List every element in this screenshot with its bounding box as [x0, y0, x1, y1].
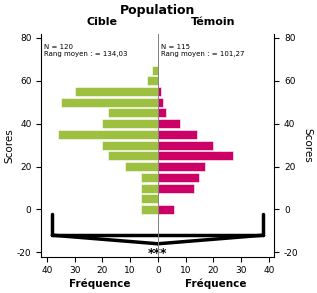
- Bar: [147, 76, 158, 85]
- Text: ***: ***: [148, 247, 168, 260]
- Bar: [102, 119, 158, 128]
- Bar: [125, 162, 158, 171]
- Bar: [158, 173, 199, 182]
- Bar: [158, 119, 180, 128]
- Bar: [74, 87, 158, 96]
- Text: Cible: Cible: [87, 17, 118, 27]
- Bar: [158, 151, 233, 160]
- Bar: [58, 130, 158, 139]
- Bar: [102, 141, 158, 150]
- Bar: [152, 66, 158, 75]
- Bar: [141, 205, 158, 214]
- Bar: [158, 183, 194, 193]
- Bar: [61, 98, 158, 107]
- Bar: [158, 108, 166, 117]
- Bar: [108, 108, 158, 117]
- Text: N = 115
Rang moyen : = 101,27: N = 115 Rang moyen : = 101,27: [161, 44, 244, 57]
- Bar: [141, 173, 158, 182]
- Bar: [158, 130, 197, 139]
- Y-axis label: Scores: Scores: [4, 128, 14, 163]
- Bar: [158, 87, 161, 96]
- Bar: [141, 194, 158, 203]
- Bar: [158, 141, 213, 150]
- Bar: [141, 183, 158, 193]
- Text: Fréquence: Fréquence: [69, 278, 130, 289]
- Text: Fréquence: Fréquence: [185, 278, 247, 289]
- Bar: [158, 98, 163, 107]
- Bar: [108, 151, 158, 160]
- Title: Population: Population: [120, 4, 196, 17]
- Bar: [158, 205, 174, 214]
- Y-axis label: Scores: Scores: [303, 128, 313, 163]
- Text: N = 120
Rang moyen : = 134,03: N = 120 Rang moyen : = 134,03: [44, 44, 127, 57]
- Text: Témoin: Témoin: [191, 17, 236, 27]
- Bar: [158, 162, 205, 171]
